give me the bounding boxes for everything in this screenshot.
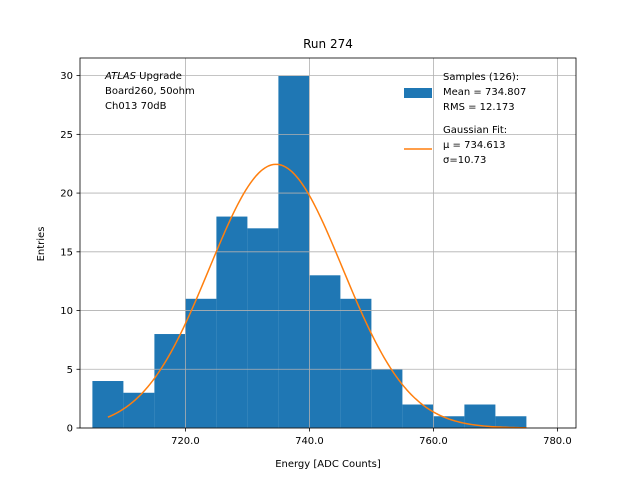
legend-entry-0-line-1: Mean = 734.807 — [443, 87, 526, 98]
y-tick-label-3: 15 — [60, 247, 73, 258]
axes-frame — [79, 57, 577, 429]
annotation-text: Upgrade — [136, 71, 182, 82]
y-tick-label-6: 30 — [60, 71, 73, 82]
histogram-bar-8 — [340, 298, 372, 428]
annotation-line-1: Board260, 50ohm — [105, 86, 195, 97]
y-axis-label: Entries — [36, 227, 47, 262]
legend-entry-1-line-0: Gaussian Fit: — [443, 125, 507, 136]
histogram-bar-5 — [247, 228, 279, 428]
annotation-line-0: ATLAS Upgrade — [104, 71, 182, 82]
annotation-italic: ATLAS — [104, 71, 137, 82]
legend-entry-0-line-2: RMS = 12.173 — [443, 102, 515, 113]
y-tick-label-0: 0 — [67, 424, 73, 435]
histogram-bar-3 — [185, 298, 217, 428]
y-tick-label-1: 5 — [67, 365, 73, 376]
annotation-text: Board260, 50ohm — [105, 86, 195, 97]
legend-entry-1-line-2: σ=10.73 — [443, 155, 486, 166]
x-axis-label: Energy [ADC Counts] — [275, 459, 381, 470]
histogram-bar-7 — [309, 275, 341, 428]
y-tick-label-5: 25 — [60, 130, 73, 141]
x-tick-label-2: 760.0 — [419, 436, 448, 447]
plot-area: 720.0 740.0 760.0 780.0 0 5 10 15 20 25 30 — [60, 57, 577, 447]
histogram-bar-10 — [402, 404, 434, 428]
legend-entry-0-line-0: Samples (126): — [443, 72, 519, 83]
legend-patch-samples — [404, 88, 432, 98]
annotation-text: Ch013 70dB — [105, 101, 167, 112]
histogram-bar-13 — [495, 416, 527, 428]
chart-title: Run 274 — [303, 37, 353, 51]
histogram-bar-0 — [92, 381, 124, 428]
histogram-bar-1 — [123, 392, 155, 428]
annotation-line-2: Ch013 70dB — [105, 101, 167, 112]
histogram-bar-4 — [216, 216, 248, 428]
legend-entry-1-line-1: μ = 734.613 — [443, 140, 505, 151]
histogram-bar-11 — [433, 416, 465, 428]
annotation-box: ATLAS Upgrade Board260, 50ohm Ch013 70dB — [104, 71, 195, 112]
y-tick-label-2: 10 — [60, 306, 73, 317]
x-tick-label-0: 720.0 — [171, 436, 200, 447]
gaussian-fit-curve — [107, 163, 527, 429]
histogram-bar-12 — [464, 404, 496, 428]
histogram-bar-2 — [154, 334, 186, 428]
x-tick-label-3: 780.0 — [543, 436, 572, 447]
x-tick-label-1: 740.0 — [295, 436, 324, 447]
y-tick-label-4: 20 — [60, 189, 73, 200]
legend: Samples (126): Mean = 734.807 RMS = 12.1… — [404, 72, 526, 166]
